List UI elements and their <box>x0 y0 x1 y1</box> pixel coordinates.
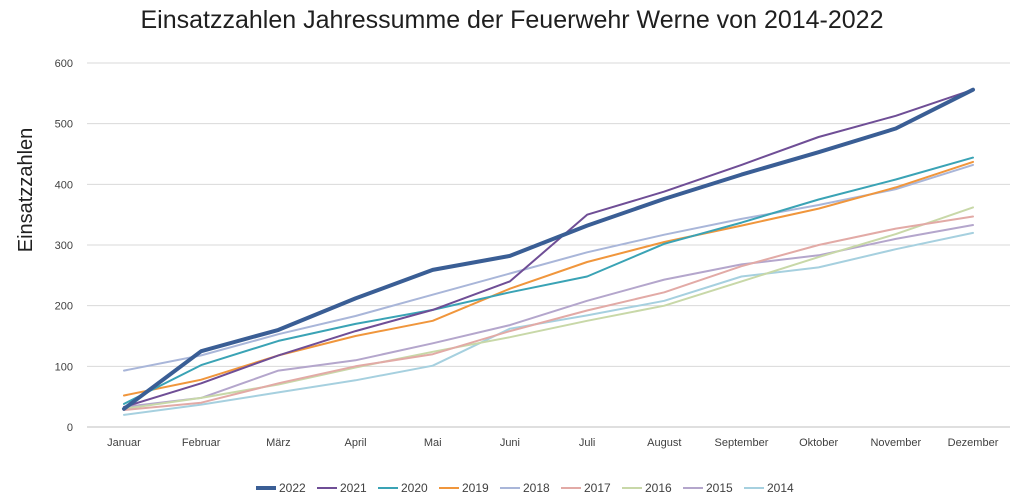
y-tick-label: 500 <box>55 119 73 131</box>
legend-label-2017: 2017 <box>584 481 611 495</box>
legend-label-2018: 2018 <box>523 481 550 495</box>
x-tick-label: August <box>647 437 681 449</box>
y-tick-label: 300 <box>55 240 73 252</box>
series-line-2020 <box>123 156 974 405</box>
series-line-2014 <box>123 231 974 416</box>
x-tick-label: Dezember <box>948 437 999 449</box>
series-line-2018 <box>123 163 974 372</box>
legend-label-2022: 2022 <box>279 481 306 495</box>
y-axis-ticks: 0 100 200 300 400 500 600 <box>55 58 73 434</box>
series-lines <box>122 87 975 416</box>
series-line-2019 <box>123 160 974 397</box>
series-line-2015 <box>123 224 974 408</box>
x-tick-label: Juli <box>579 437 596 449</box>
x-tick-label: November <box>870 437 921 449</box>
legend-label-2016: 2016 <box>645 481 672 495</box>
y-tick-label: 400 <box>55 179 73 191</box>
y-tick-label: 0 <box>67 422 73 434</box>
y-tick-label: 200 <box>55 301 73 313</box>
x-tick-label: Oktober <box>799 437 838 449</box>
x-tick-label: September <box>715 437 769 449</box>
x-tick-label: April <box>345 437 367 449</box>
legend-label-2019: 2019 <box>462 481 489 495</box>
x-tick-label: Februar <box>182 437 221 449</box>
legend-label-2021: 2021 <box>340 481 367 495</box>
legend-label-2020: 2020 <box>401 481 428 495</box>
x-tick-label: März <box>266 437 290 449</box>
y-tick-label: 100 <box>55 361 73 373</box>
x-tick-label: Juni <box>500 437 520 449</box>
x-tick-label: Mai <box>424 437 442 449</box>
x-tick-label: Januar <box>107 437 141 449</box>
series-line-2016 <box>123 206 974 410</box>
legend: 2022 2021 2020 2019 2018 2017 2016 2015 2014 <box>256 481 794 495</box>
series-line-2022 <box>122 87 975 411</box>
y-tick-label: 600 <box>55 58 73 70</box>
series-line-2017 <box>123 215 974 411</box>
legend-label-2015: 2015 <box>706 481 733 495</box>
chart-title: Einsatzzahlen Jahressumme der Feuerwehr … <box>140 6 884 34</box>
series-line-2021 <box>123 88 974 408</box>
legend-label-2014: 2014 <box>767 481 794 495</box>
x-axis-ticks: Januar Februar März April Mai Juni Juli August S… <box>107 437 999 449</box>
